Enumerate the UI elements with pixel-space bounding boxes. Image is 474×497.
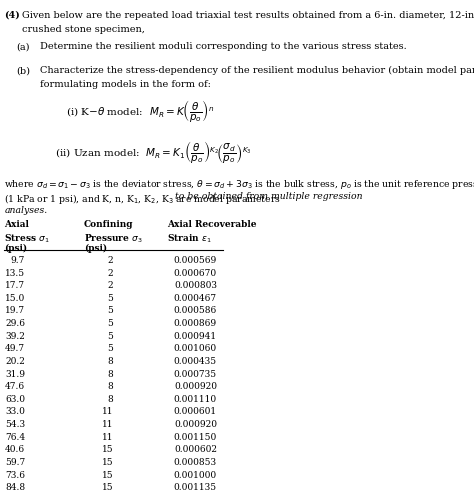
Text: Confining: Confining <box>84 220 134 230</box>
Text: 0.000920: 0.000920 <box>174 420 217 429</box>
Text: 11: 11 <box>102 433 114 442</box>
Text: 17.7: 17.7 <box>5 281 25 290</box>
Text: 15: 15 <box>102 471 114 480</box>
Text: 5: 5 <box>108 319 114 328</box>
Text: (i) K$-\theta$ model:  $M_R = K\left(\dfrac{\theta}{p_o}\right)^n$: (i) K$-\theta$ model: $M_R = K\left(\dfr… <box>66 98 215 124</box>
Text: to be obtained from multiple regression: to be obtained from multiple regression <box>175 192 363 201</box>
Text: 15: 15 <box>102 458 114 467</box>
Text: Pressure $\sigma_3$: Pressure $\sigma_3$ <box>84 232 143 245</box>
Text: 0.000670: 0.000670 <box>174 269 217 278</box>
Text: 0.000803: 0.000803 <box>174 281 217 290</box>
Text: 0.000467: 0.000467 <box>174 294 217 303</box>
Text: 54.3: 54.3 <box>5 420 25 429</box>
Text: (b): (b) <box>16 66 30 76</box>
Text: Strain $\varepsilon_1$: Strain $\varepsilon_1$ <box>167 232 211 245</box>
Text: formulating models in the form of:: formulating models in the form of: <box>40 81 210 89</box>
Text: 5: 5 <box>108 331 114 341</box>
Text: crushed stone specimen,: crushed stone specimen, <box>22 25 145 34</box>
Text: 5: 5 <box>108 294 114 303</box>
Text: 0.000920: 0.000920 <box>174 382 217 391</box>
Text: 63.0: 63.0 <box>5 395 25 404</box>
Text: Given below are the repeated load triaxial test results obtained from a 6-in. di: Given below are the repeated load triaxi… <box>22 10 474 20</box>
Text: 15.0: 15.0 <box>5 294 25 303</box>
Text: 9.7: 9.7 <box>10 256 25 265</box>
Text: (psi): (psi) <box>84 244 107 253</box>
Text: 59.7: 59.7 <box>5 458 25 467</box>
Text: 76.4: 76.4 <box>5 433 25 442</box>
Text: 0.001150: 0.001150 <box>173 433 217 442</box>
Text: 15: 15 <box>102 445 114 454</box>
Text: (a): (a) <box>16 42 30 51</box>
Text: 0.000869: 0.000869 <box>174 319 217 328</box>
Text: Stress $\sigma_1$: Stress $\sigma_1$ <box>4 232 50 245</box>
Text: 8: 8 <box>108 395 114 404</box>
Text: 11: 11 <box>102 420 114 429</box>
Text: (psi): (psi) <box>4 244 27 253</box>
Text: 0.000586: 0.000586 <box>173 307 217 316</box>
Text: 13.5: 13.5 <box>5 269 25 278</box>
Text: 49.7: 49.7 <box>5 344 25 353</box>
Text: 0.000569: 0.000569 <box>173 256 217 265</box>
Text: 8: 8 <box>108 357 114 366</box>
Text: 19.7: 19.7 <box>5 307 25 316</box>
Text: 2: 2 <box>108 256 114 265</box>
Text: 8: 8 <box>108 370 114 379</box>
Text: 0.001000: 0.001000 <box>174 471 217 480</box>
Text: Characterize the stress-dependency of the resilient modulus behavior (obtain mod: Characterize the stress-dependency of th… <box>40 66 474 76</box>
Text: 0.000735: 0.000735 <box>174 370 217 379</box>
Text: (1 kPa or 1 psi), and K, n, K$_1$, K$_2$, K$_3$ are model parameters: (1 kPa or 1 psi), and K, n, K$_1$, K$_2$… <box>4 192 282 206</box>
Text: 73.6: 73.6 <box>5 471 25 480</box>
Text: 33.0: 33.0 <box>5 408 25 416</box>
Text: where $\sigma_d = \sigma_1 - \sigma_3$ is the deviator stress, $\theta = \sigma_: where $\sigma_d = \sigma_1 - \sigma_3$ i… <box>4 178 474 191</box>
Text: analyses.: analyses. <box>4 206 47 215</box>
Text: Axial: Axial <box>4 220 29 230</box>
Text: 8: 8 <box>108 382 114 391</box>
Text: (ii) Uzan model:  $M_R = K_1\left(\dfrac{\theta}{p_o}\right)^{K_2}\!\left(\dfrac: (ii) Uzan model: $M_R = K_1\left(\dfrac{… <box>55 139 251 165</box>
Text: 40.6: 40.6 <box>5 445 25 454</box>
Text: 0.000602: 0.000602 <box>174 445 217 454</box>
Text: 5: 5 <box>108 307 114 316</box>
Text: 2: 2 <box>108 281 114 290</box>
Text: (4): (4) <box>4 10 20 20</box>
Text: 29.6: 29.6 <box>5 319 25 328</box>
Text: 0.000435: 0.000435 <box>174 357 217 366</box>
Text: 20.2: 20.2 <box>5 357 25 366</box>
Text: 0.000853: 0.000853 <box>174 458 217 467</box>
Text: 2: 2 <box>108 269 114 278</box>
Text: 0.000941: 0.000941 <box>174 331 217 341</box>
Text: 47.6: 47.6 <box>5 382 25 391</box>
Text: 5: 5 <box>108 344 114 353</box>
Text: Determine the resilient moduli corresponding to the various stress states.: Determine the resilient moduli correspon… <box>40 42 407 51</box>
Text: 11: 11 <box>102 408 114 416</box>
Text: Axial Recoverable: Axial Recoverable <box>167 220 256 230</box>
Text: 84.8: 84.8 <box>5 483 25 492</box>
Text: 0.000601: 0.000601 <box>174 408 217 416</box>
Text: 15: 15 <box>102 483 114 492</box>
Text: 31.9: 31.9 <box>5 370 25 379</box>
Text: 0.001060: 0.001060 <box>174 344 217 353</box>
Text: 39.2: 39.2 <box>5 331 25 341</box>
Text: 0.001135: 0.001135 <box>174 483 217 492</box>
Text: 0.001110: 0.001110 <box>174 395 217 404</box>
